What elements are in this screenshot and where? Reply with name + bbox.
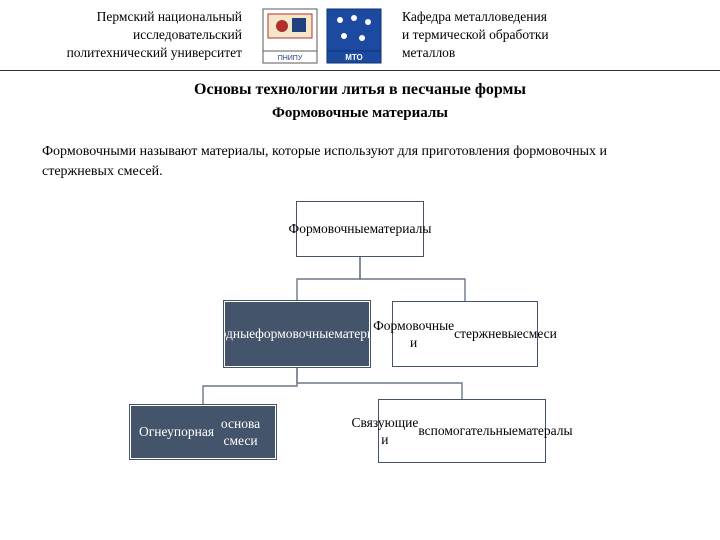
tree-node-label: Исходные [198,325,255,343]
tree-node-label: формовочные [255,325,334,343]
intro-paragraph: Формовочными называют материалы, которые… [0,122,720,181]
header-right-line2: и термической обработки [402,27,549,42]
slide-header: Пермский национальный исследовательский … [0,0,720,71]
header-right-line3: металлов [402,45,455,60]
tree-node-label: Формовочные и [373,317,454,352]
tree-node-label: Связующие и [351,414,418,449]
header-left: Пермский национальный исследовательский … [12,8,252,63]
tree-node-root: Формовочныематериалы [296,201,424,257]
header-logos: ПНИПУ МТО [252,8,392,64]
tree-node-label: матералы [518,422,573,440]
tree-node-label: материалы [370,220,432,238]
tree-node-rightA: Формовочные истержневыесмеси [392,301,538,367]
tree-node-leftB: Огнеупорнаяоснова смеси [130,405,276,459]
pnipu-logo-icon: ПНИПУ [262,8,318,64]
tree-diagram: ФормовочныематериалыИсходныеформовочныем… [0,191,720,491]
tree-node-label: основа смеси [214,415,267,450]
mto-logo-icon: МТО [326,8,382,64]
tree-node-leftA: Исходныеформовочныематериалы [224,301,370,367]
tree-node-label: Формовочные [289,220,370,238]
mto-logo-label: МТО [345,53,363,62]
tree-node-label: вспомогательные [418,422,518,440]
title-main: Основы технологии литья в песчаные формы [0,81,720,99]
header-left-line1: Пермский национальный [97,9,242,24]
tree-node-label: смеси [523,325,557,343]
header-left-line3: политехнический университет [67,45,242,60]
pnipu-logo-label: ПНИПУ [278,55,303,62]
header-right-line1: Кафедра металловедения [402,9,547,24]
header-left-line2: исследовательский [133,27,242,42]
title-sub: Формовочные материалы [0,105,720,122]
tree-node-label: стержневые [454,325,523,343]
title-block: Основы технологии литья в песчаные формы… [0,81,720,122]
tree-node-label: Огнеупорная [139,423,214,441]
header-right: Кафедра металловедения и термической обр… [392,8,708,63]
tree-node-rightB: Связующие ивспомогательныематералы [378,399,546,463]
